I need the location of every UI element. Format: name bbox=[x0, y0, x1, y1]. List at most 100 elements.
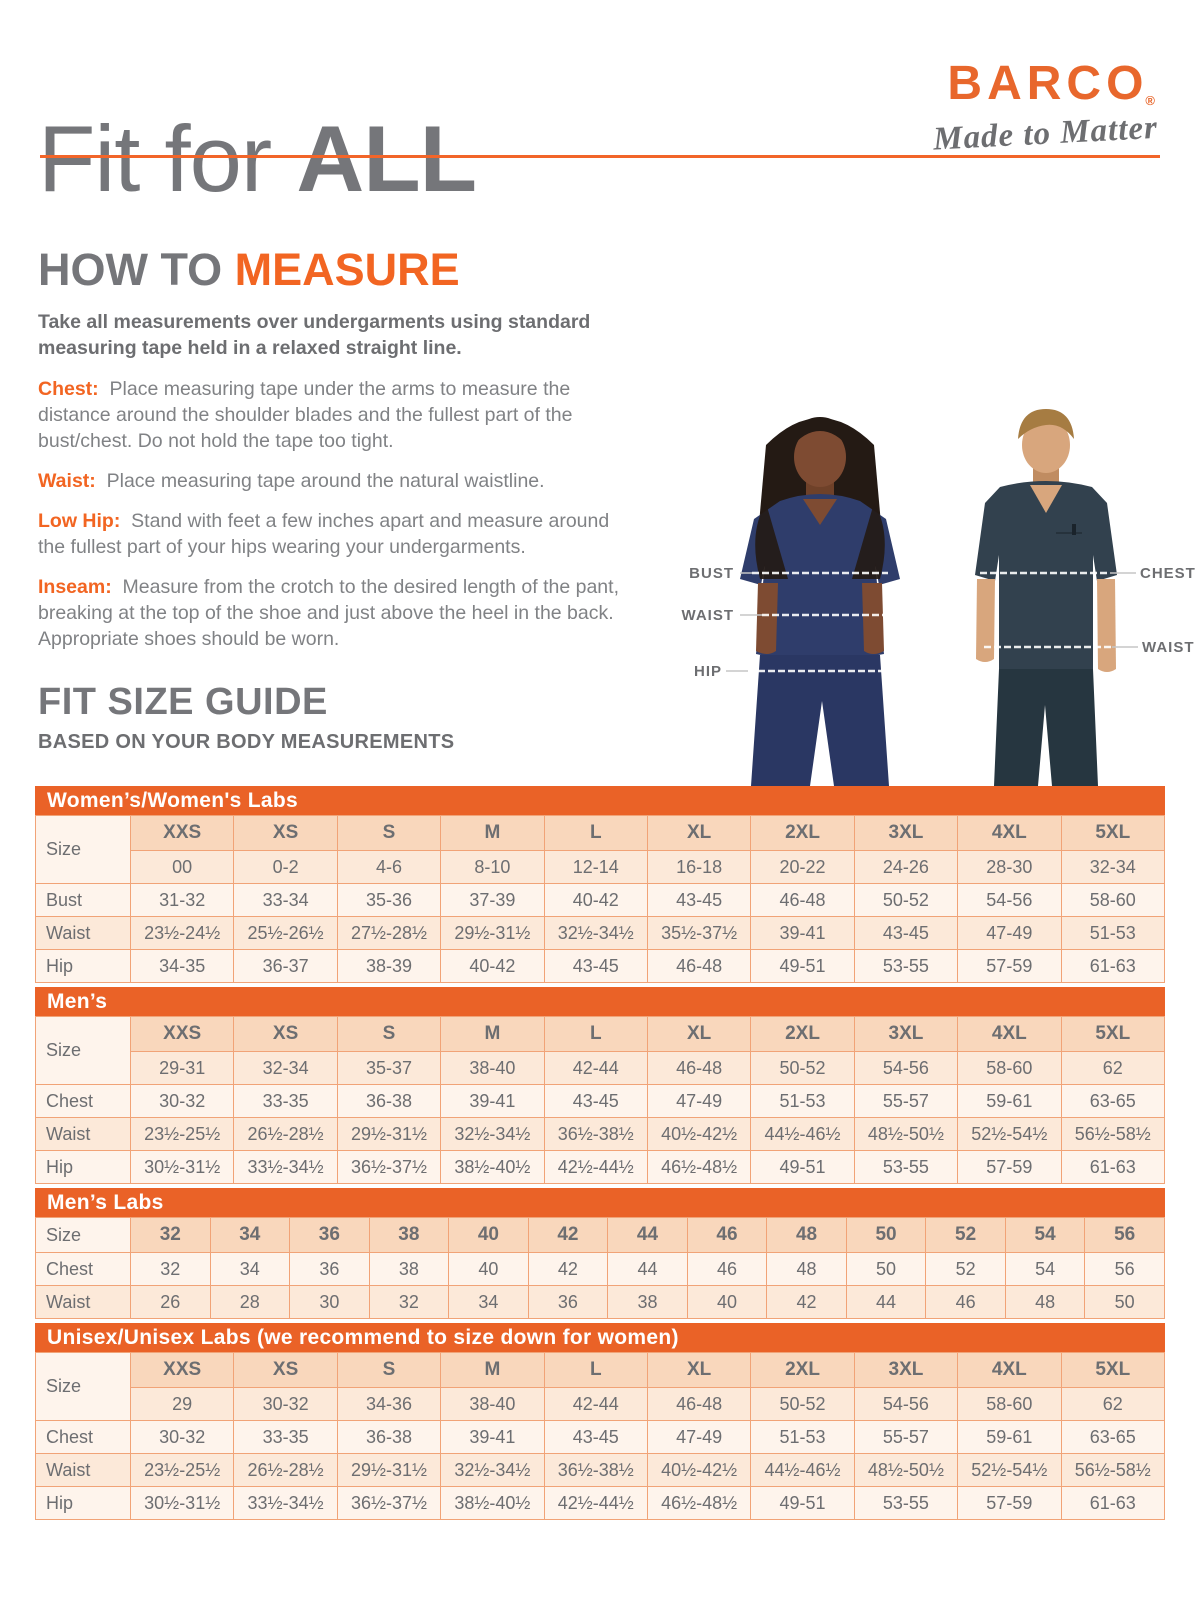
measurement-value-cell: 35-36 bbox=[336, 883, 442, 917]
size-number-cell: 42-44 bbox=[543, 1387, 648, 1421]
size-number-cell: 38-40 bbox=[440, 1387, 545, 1421]
measurement-value-cell: 51-53 bbox=[1060, 916, 1166, 950]
size-column-header: 36 bbox=[289, 1217, 370, 1253]
measurement-value-cell: 42 bbox=[527, 1252, 609, 1286]
size-column-header: S bbox=[336, 1016, 442, 1052]
size-number-cell: 28-30 bbox=[957, 850, 1062, 884]
size-header-row: Size XXS XS S M L XL 2XL 3XL 4XL 5XL bbox=[35, 815, 1166, 884]
row-label: Hip bbox=[35, 949, 131, 983]
measurement-value-cell: 38 bbox=[368, 1252, 450, 1286]
measurement-value-cell: 55-57 bbox=[853, 1420, 959, 1454]
measurement-value-cell: 39-41 bbox=[440, 1084, 545, 1118]
how-to-items: Chest: Place measuring tape under the ar… bbox=[38, 376, 634, 652]
measurement-value-cell: 49-51 bbox=[750, 949, 855, 983]
size-column-header: 3XL bbox=[853, 1016, 959, 1052]
measurement-value-cell: 56 bbox=[1084, 1252, 1165, 1286]
brand-wordmark: BARCO® bbox=[933, 60, 1158, 108]
size-column-header: XXS bbox=[129, 815, 235, 851]
measurement-row-bust: Bust 31-32 33-34 35-36 37-39 40-42 43-45 46-48 5… bbox=[35, 883, 1166, 917]
measurement-value-cell: 23½-25½ bbox=[129, 1453, 235, 1487]
registered-trademark-icon: ® bbox=[1145, 93, 1155, 108]
measurement-value-cell: 33½-34½ bbox=[233, 1150, 338, 1184]
measurement-value-cell: 59-61 bbox=[957, 1084, 1062, 1118]
size-table-mens-labs: Size 32 34 36 38 40 42 44 46 48 50 52 54 56 Chest 32 34 3… bbox=[35, 1217, 1165, 1319]
measurement-figure: BUST WAIST HIP CHEST WAIST bbox=[648, 383, 1200, 786]
size-number-row: 00 0-2 4-6 8-10 12-14 16-18 20-22 24-26 28-30 32-… bbox=[36, 850, 1166, 884]
size-number-cell: 62 bbox=[1060, 1387, 1166, 1421]
row-label: Waist bbox=[35, 1285, 131, 1319]
measurement-value-cell: 46½-48½ bbox=[646, 1486, 752, 1520]
measurement-value-cell: 36-38 bbox=[336, 1084, 442, 1118]
measurement-value-cell: 57-59 bbox=[957, 1150, 1062, 1184]
size-column-header: 42 bbox=[527, 1217, 609, 1253]
header-divider bbox=[40, 155, 1160, 158]
measurement-value-cell: 51-53 bbox=[750, 1420, 855, 1454]
measurement-value-cell: 48 bbox=[766, 1252, 847, 1286]
measurement-value-cell: 40½-42½ bbox=[646, 1453, 752, 1487]
measurement-row-hip: Hip 34-35 36-37 38-39 40-42 43-45 46-48 49-51 53… bbox=[35, 949, 1166, 983]
size-number-cell: 54-56 bbox=[853, 1051, 959, 1085]
row-label: Bust bbox=[35, 883, 131, 917]
size-column-header: S bbox=[336, 1352, 442, 1388]
measure-intro: Take all measurements over undergarments… bbox=[38, 311, 591, 359]
size-number-cell: 29 bbox=[129, 1387, 235, 1421]
measurement-row-waist: Waist 23½-25½ 26½-28½ 29½-31½ 32½-34½ 36½-38½… bbox=[35, 1117, 1166, 1151]
measurement-value-cell: 42 bbox=[766, 1285, 847, 1319]
size-column-header: XL bbox=[646, 1352, 752, 1388]
measurement-value-cell: 26 bbox=[130, 1285, 211, 1319]
size-tables: Women’s/Women's Labs Size XXS XS S M L XL 2XL 3XL… bbox=[35, 786, 1166, 1524]
table-section-title: Unisex/Unisex Labs (we recommend to size… bbox=[35, 1323, 1165, 1352]
measurement-value-cell: 46 bbox=[686, 1252, 768, 1286]
measurement-value-cell: 53-55 bbox=[853, 1486, 959, 1520]
measurement-row-chest: Chest 32 34 36 38 40 42 44 46 48 50 52 54 56 bbox=[35, 1252, 1165, 1286]
size-column-header: 2XL bbox=[750, 815, 855, 851]
size-table-mens: Size XXS XS S M L XL 2XL 3XL 4XL 5XL 29-31 32-34 35-3… bbox=[35, 1016, 1166, 1184]
measurement-value-cell: 47-49 bbox=[646, 1084, 752, 1118]
measurement-value-cell: 43-45 bbox=[543, 1420, 648, 1454]
size-number-cell: 38-40 bbox=[440, 1051, 545, 1085]
row-label: Waist bbox=[35, 916, 131, 950]
measurement-value-cell: 53-55 bbox=[853, 1150, 959, 1184]
measurement-value-cell: 50 bbox=[845, 1252, 927, 1286]
measurement-value-cell: 33-35 bbox=[233, 1420, 338, 1454]
measurement-value-cell: 32 bbox=[368, 1285, 450, 1319]
brand-name: BARCO bbox=[947, 57, 1149, 110]
measurement-value-cell: 38-39 bbox=[336, 949, 442, 983]
measurement-value-cell: 40 bbox=[686, 1285, 768, 1319]
size-column-header: XXS bbox=[129, 1016, 235, 1052]
measure-instruction: Waist: Place measuring tape around the n… bbox=[38, 468, 634, 494]
measurement-row-waist: Waist 26 28 30 32 34 36 38 40 42 44 46 48 50 bbox=[35, 1285, 1165, 1319]
measurement-value-cell: 56½-58½ bbox=[1060, 1453, 1166, 1487]
size-corner-label: Size bbox=[35, 1217, 131, 1253]
size-number-cell: 8-10 bbox=[440, 850, 545, 884]
measurement-value-cell: 34 bbox=[209, 1252, 291, 1286]
measurement-lines bbox=[726, 571, 1138, 673]
size-column-header: 5XL bbox=[1060, 1352, 1166, 1388]
size-number-cell: 32-34 bbox=[233, 1051, 338, 1085]
measurement-value-cell: 36½-37½ bbox=[336, 1150, 442, 1184]
size-corner-label: Size bbox=[35, 1016, 131, 1085]
measurement-value-cell: 49-51 bbox=[750, 1150, 855, 1184]
measurement-value-cell: 32½-34½ bbox=[440, 1453, 545, 1487]
measurement-value-cell: 54 bbox=[1004, 1252, 1086, 1286]
measurement-value-cell: 36 bbox=[527, 1285, 609, 1319]
size-header-row: Size XXS XS S M L XL 2XL 3XL 4XL 5XL bbox=[35, 1016, 1166, 1085]
how-to-title-orange: MEASURE bbox=[234, 244, 460, 295]
measurement-value-cell: 38½-40½ bbox=[440, 1150, 545, 1184]
size-column-header: M bbox=[440, 815, 545, 851]
measurement-value-cell: 32½-34½ bbox=[543, 916, 648, 950]
size-number-cell: 50-52 bbox=[750, 1387, 855, 1421]
size-number-cell: 58-60 bbox=[957, 1051, 1062, 1085]
size-number-cell: 46-48 bbox=[646, 1051, 752, 1085]
measurement-value-cell: 27½-28½ bbox=[336, 916, 442, 950]
size-number-cell: 20-22 bbox=[750, 850, 855, 884]
table-section-title: Men’s Labs bbox=[35, 1188, 1165, 1217]
measurement-value-cell: 44½-46½ bbox=[750, 1453, 855, 1487]
measurement-value-cell: 63-65 bbox=[1060, 1420, 1166, 1454]
size-column-header: L bbox=[543, 1016, 648, 1052]
measurement-value-cell: 29½-31½ bbox=[336, 1117, 442, 1151]
size-column-header: 54 bbox=[1004, 1217, 1086, 1253]
measurement-value-cell: 29½-31½ bbox=[440, 916, 545, 950]
size-column-header: S bbox=[336, 815, 442, 851]
measurement-value-cell: 53-55 bbox=[853, 949, 959, 983]
